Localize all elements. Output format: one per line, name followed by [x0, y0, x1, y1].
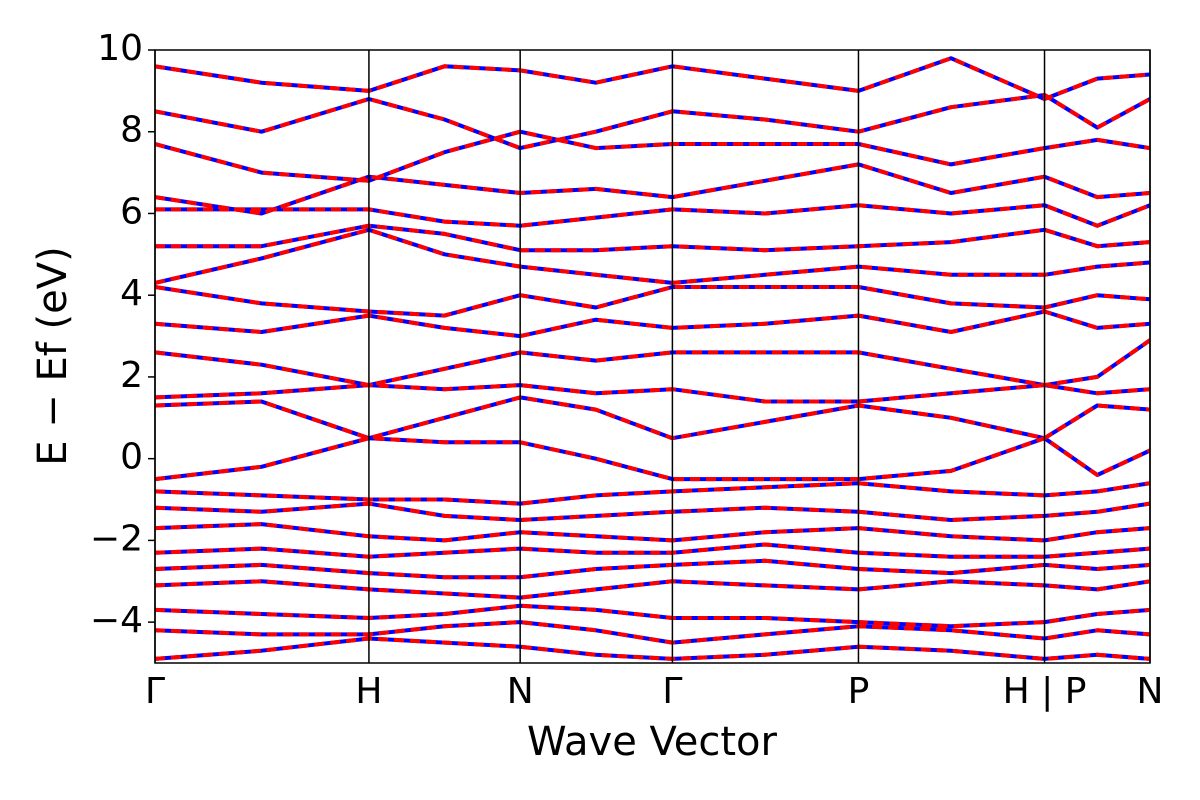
band-line — [155, 203, 1150, 228]
band-line — [155, 436, 1150, 482]
x-axis-label: Wave Vector — [527, 719, 778, 765]
x-tick-label: Γ — [662, 671, 682, 712]
y-axis-label: E − Ef (eV) — [30, 246, 76, 465]
x-tick-label: N — [507, 671, 534, 712]
x-tick-label: H | P — [1003, 671, 1087, 712]
y-tick-label: 2 — [120, 355, 143, 396]
x-tick-label: P — [848, 671, 870, 712]
y-tick-label: −2 — [90, 518, 143, 559]
x-tick-label: N — [1137, 671, 1164, 712]
band-line — [155, 522, 1150, 543]
band-line — [155, 309, 1150, 339]
bands — [155, 56, 1150, 661]
band-line — [155, 338, 1150, 388]
band-line — [155, 56, 1150, 101]
band-line — [155, 129, 1150, 183]
y-tick-label: 0 — [120, 437, 143, 478]
band-line — [155, 162, 1150, 216]
x-tick-label: Γ — [145, 671, 165, 712]
band-line — [155, 93, 1150, 151]
band-line — [155, 162, 1150, 216]
y-tick-label: −4 — [90, 600, 143, 641]
y-tick-label: 10 — [97, 28, 143, 69]
band-line — [155, 93, 1150, 151]
band-line — [155, 285, 1150, 318]
y-tick-label: 6 — [120, 191, 143, 232]
y-tick-label: 8 — [120, 110, 143, 151]
band-line — [155, 501, 1150, 522]
x-tick-label: H — [355, 671, 382, 712]
band-line — [155, 383, 1150, 404]
band-line — [155, 636, 1150, 661]
band-line — [155, 395, 1150, 441]
y-tick-label: 4 — [120, 273, 143, 314]
